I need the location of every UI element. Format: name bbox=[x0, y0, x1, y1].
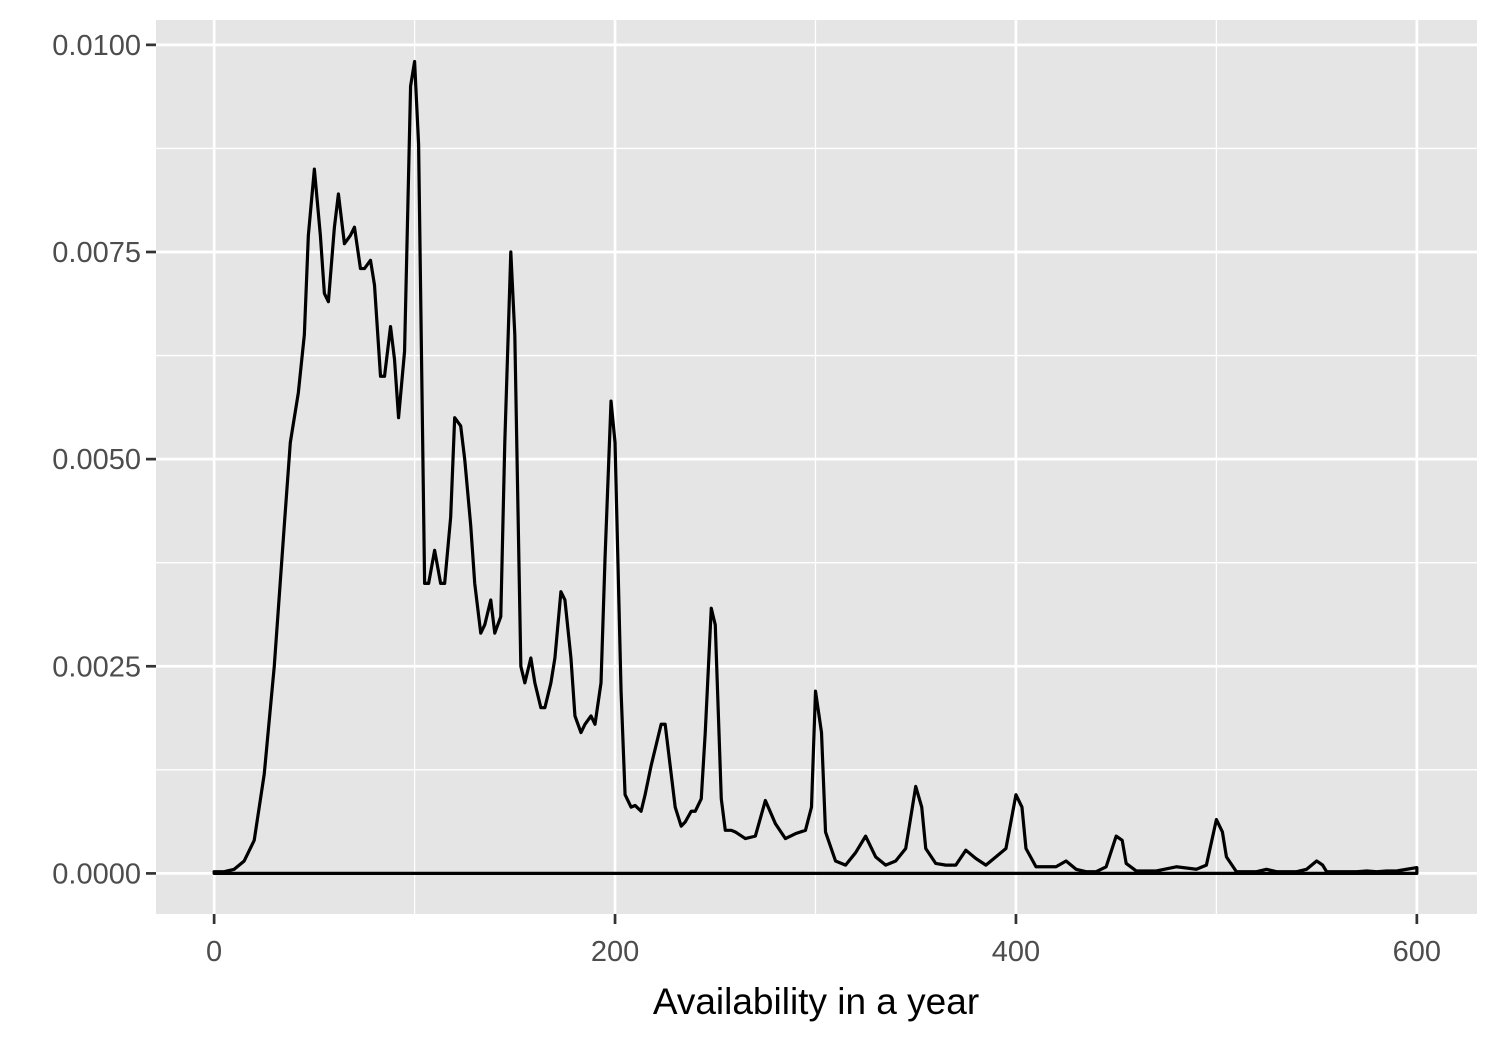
minor-gridlines bbox=[156, 20, 1477, 914]
x-tick-label: 600 bbox=[1393, 936, 1441, 968]
y-tick-label: 0.0100 bbox=[52, 30, 141, 62]
x-tick-label: 0 bbox=[206, 936, 222, 968]
y-axis: 0.0000 0.0025 0.0050 0.0075 0.0100 bbox=[52, 30, 156, 890]
y-tick-label: 0.0000 bbox=[52, 858, 141, 890]
x-tick-label: 400 bbox=[992, 936, 1040, 968]
y-tick-label: 0.0025 bbox=[52, 651, 141, 683]
y-tick-label: 0.0050 bbox=[52, 444, 141, 476]
density-series bbox=[212, 59, 1419, 875]
x-axis: 0 200 400 600 bbox=[206, 914, 1441, 968]
x-axis-title: Availability in a year bbox=[653, 981, 979, 1022]
x-tick-label: 200 bbox=[591, 936, 639, 968]
density-line bbox=[212, 59, 1419, 875]
plot-panel bbox=[156, 20, 1477, 914]
y-tick-label: 0.0075 bbox=[52, 237, 141, 269]
